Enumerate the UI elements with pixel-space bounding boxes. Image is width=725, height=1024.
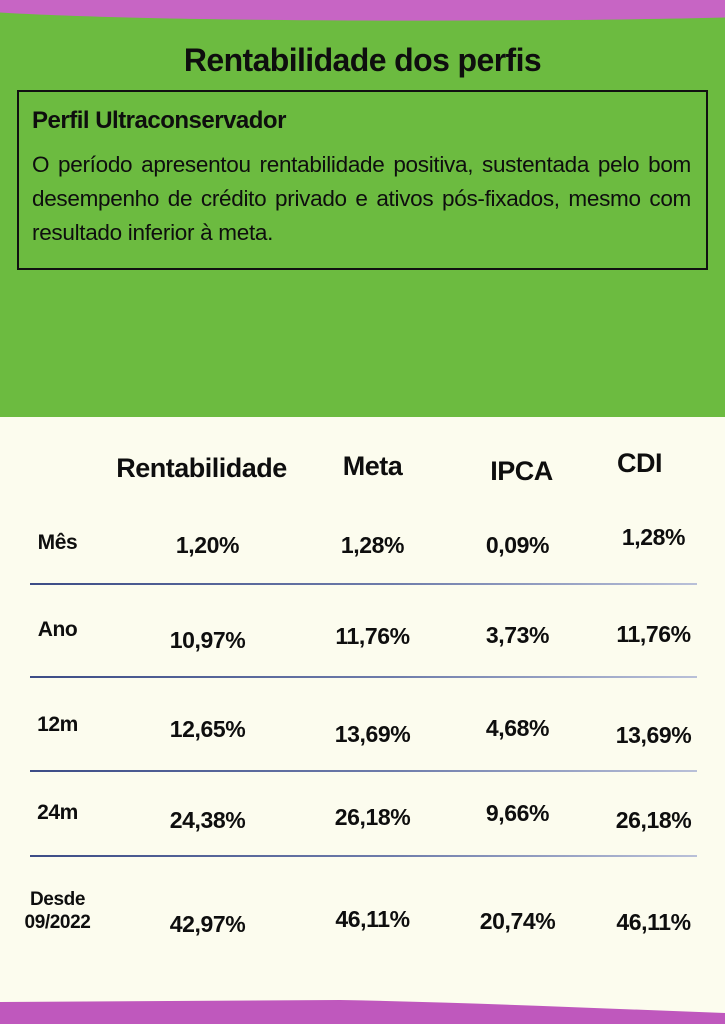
cell-value: 3,73%: [485, 621, 550, 648]
row-separator: [30, 770, 697, 772]
row-label: 24m: [37, 801, 78, 825]
cell-value: 13,69%: [615, 721, 692, 748]
column-header-cdi: CDI: [617, 447, 663, 478]
table-row: 24m 24,38% 26,18% 9,66% 26,18%: [0, 797, 725, 837]
column-header-ipca: IPCA: [490, 455, 553, 486]
cell-value: 1,20%: [175, 531, 240, 558]
cell-value: 9,66%: [485, 799, 550, 826]
row-label: 12m: [37, 713, 78, 737]
column-header-rentabilidade: Rentabilidade: [116, 452, 287, 483]
cell-value: 1,28%: [621, 523, 686, 550]
top-pink-wave: [0, 0, 725, 21]
page-title: Rentabilidade dos perfis: [183, 42, 542, 78]
cell-value: 26,18%: [615, 806, 692, 833]
profile-box: Perfil Ultraconservador O período aprese…: [17, 90, 708, 270]
profile-box-body: O período apresentou rentabilidade posit…: [32, 152, 691, 245]
table-row: Desde 09/2022 42,97% 46,11% 20,74% 46,11…: [0, 889, 725, 938]
bottom-pink-wave: [0, 1000, 725, 1024]
cell-value: 10,97%: [169, 626, 246, 653]
profile-box-heading: Perfil Ultraconservador: [32, 107, 286, 134]
row-label: Ano: [37, 618, 78, 642]
cell-value: 11,76%: [335, 622, 410, 649]
cell-value: 11,76%: [616, 620, 691, 647]
table-row: Mês 1,20% 1,28% 0,09% 1,28%: [0, 523, 725, 565]
cell-value: 46,11%: [335, 906, 410, 933]
cell-value: 12,65%: [169, 715, 246, 742]
cell-value: 0,09%: [485, 531, 550, 558]
cell-value: 46,11%: [616, 909, 691, 936]
table-header-row: Rentabilidade Meta IPCA CDI: [0, 448, 725, 488]
cell-value: 20,74%: [479, 908, 556, 935]
row-label: Desde 09/2022: [24, 889, 91, 933]
row-separator: [30, 583, 697, 585]
cell-value: 1,28%: [340, 531, 405, 558]
table-row: Ano 10,97% 11,76% 3,73% 11,76%: [0, 612, 725, 652]
header-green-section: [0, 0, 725, 417]
cell-value: 24,38%: [169, 806, 246, 833]
column-header-meta: Meta: [342, 450, 403, 481]
row-label: Mês: [37, 531, 78, 555]
row-separator: [30, 676, 697, 678]
cell-value: 26,18%: [334, 803, 411, 830]
cell-value: 42,97%: [169, 911, 246, 938]
table-row: 12m 12,65% 13,69% 4,68% 13,69%: [0, 709, 725, 749]
cell-value: 13,69%: [334, 720, 411, 747]
row-separator: [30, 855, 697, 857]
cell-value: 4,68%: [485, 714, 550, 741]
